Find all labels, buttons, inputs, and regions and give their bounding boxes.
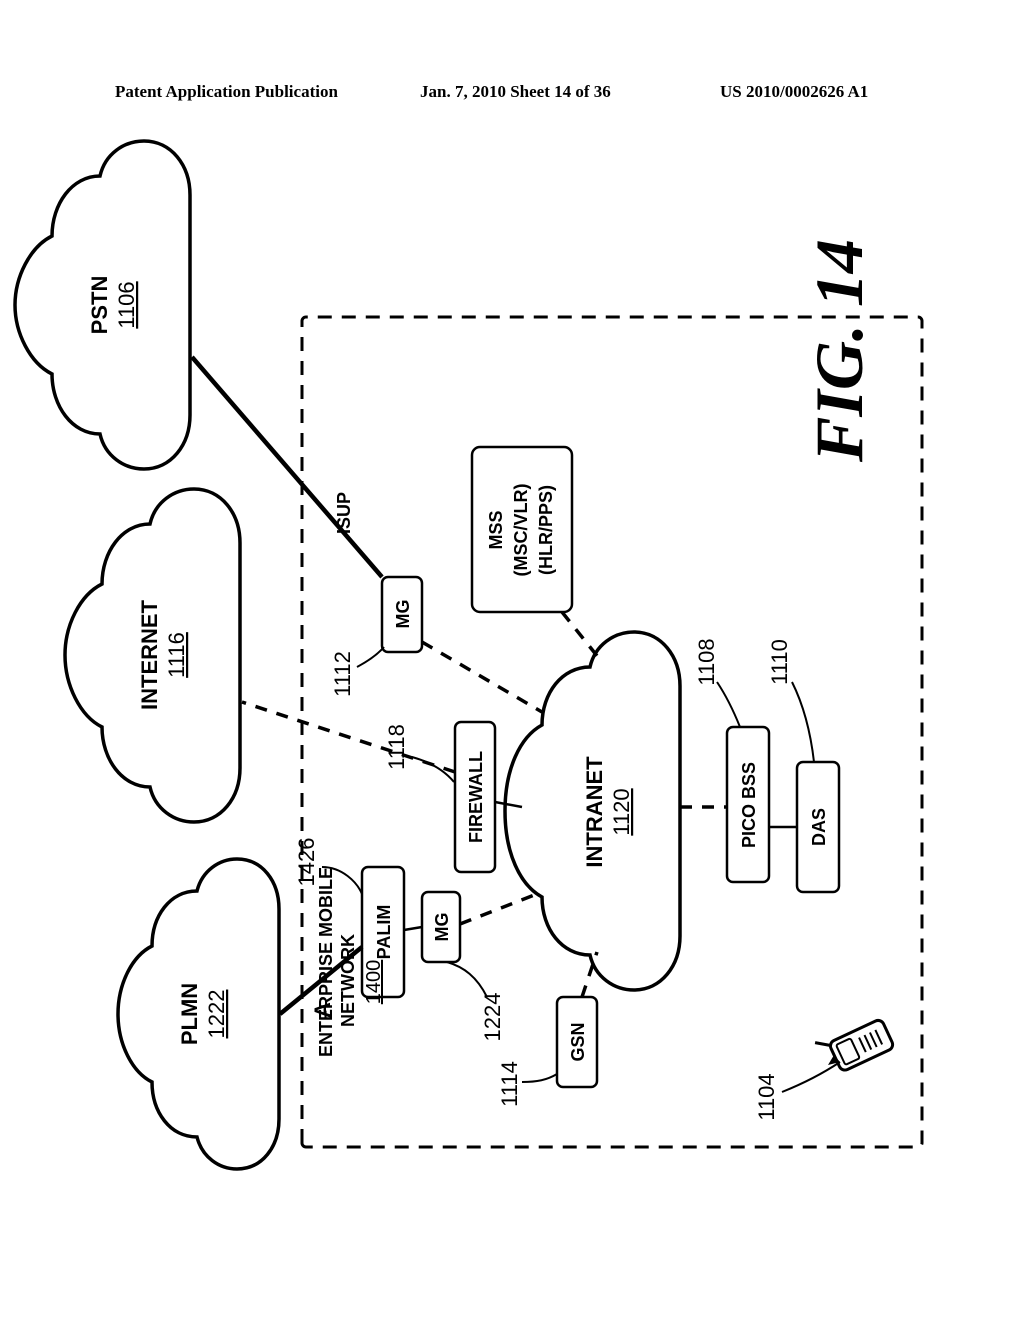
ref-1104: 1104 [754, 1073, 779, 1120]
mg2-label: MG [393, 600, 413, 629]
lead-1104 [782, 1062, 840, 1092]
line-palim-mg1 [404, 927, 422, 930]
intranet-ref: 1120 [609, 788, 634, 835]
lead-1108 [717, 682, 740, 727]
mss-label-0: MSS [486, 510, 506, 549]
ref-1110: 1110 [767, 639, 792, 685]
mg1-label: MG [432, 913, 452, 942]
ref-1108: 1108 [694, 638, 719, 685]
pstn-cloud: PSTN 1106 [15, 141, 190, 469]
mss-label-2: (HLR/PPS) [536, 485, 556, 575]
label-isup: ISUP [334, 492, 354, 534]
lead-1224 [447, 962, 487, 997]
plmn-ref: 1222 [204, 990, 229, 1039]
plmn-cloud: PLMN 1222 [118, 859, 279, 1169]
phone-icon [815, 1013, 895, 1077]
pstn-ref: 1106 [114, 281, 139, 328]
ref-1112: 1112 [330, 651, 355, 697]
internet-label: INTERNET [137, 599, 162, 710]
emn-label-2: NETWORK [338, 934, 358, 1027]
intranet-label: INTRANET [582, 756, 607, 868]
intranet-cloud: INTRANET 1120 [505, 632, 680, 990]
diagram-svg: PLMN 1222 INTERNET 1116 PSTN 1106 INTRAN… [0, 0, 1024, 1320]
pstn-label: PSTN [87, 276, 112, 335]
ref-1426: 1426 [294, 838, 319, 887]
emn-ref: 1400 [363, 960, 385, 1005]
lead-1112 [357, 647, 384, 667]
palim-label: PALIM [374, 905, 394, 960]
plmn-label: PLMN [177, 983, 202, 1045]
emn-label-1: ENTERPRISE MOBILE [316, 867, 336, 1057]
lead-1110 [792, 682, 814, 762]
firewall-label: FIREWALL [466, 751, 486, 843]
figure-label: FIG. 14 [801, 239, 877, 463]
ref-1118: 1118 [384, 724, 409, 770]
gsn-label: GSN [568, 1022, 588, 1061]
line-mg1-intranet [460, 892, 542, 924]
line-mss-intranet [562, 612, 602, 662]
lead-1114 [522, 1074, 557, 1082]
internet-cloud: INTERNET 1116 [65, 489, 240, 822]
label-a: A [310, 1002, 335, 1018]
mss-label-1: (MSC/VLR) [511, 484, 531, 577]
ref-1224: 1224 [480, 993, 505, 1042]
line-mg2-intranet [422, 642, 542, 712]
ref-1114: 1114 [497, 1061, 522, 1107]
pico-label: PICO BSS [739, 762, 759, 848]
das-label: DAS [809, 808, 829, 846]
internet-ref: 1116 [164, 632, 189, 678]
